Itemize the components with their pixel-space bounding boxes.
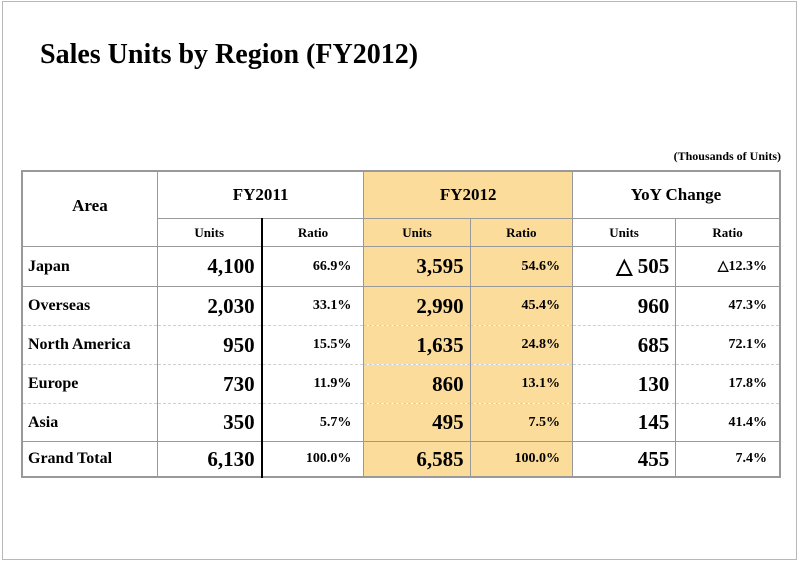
- fy2012-ratio-value: 13.1%: [469, 364, 573, 404]
- page-title: Sales Units by Region (FY2012): [40, 38, 419, 70]
- fy2012-units-value: 3,595: [363, 246, 471, 287]
- area-label: Grand Total: [21, 441, 158, 477]
- fy2011-units-value: 2,030: [156, 286, 263, 326]
- column-group-yoy-change: YoY Change: [571, 171, 781, 219]
- fy2012-ratio-value: 54.6%: [469, 246, 573, 287]
- yoy-units-value: 960: [571, 286, 677, 326]
- fy2011-units-value: 350: [156, 403, 263, 442]
- fy2011-units-value: 950: [156, 325, 263, 365]
- fy2012-units-value: 2,990: [363, 286, 471, 326]
- subheader-yoy-ratio: Ratio: [675, 218, 781, 247]
- table-row-overseas: Overseas 2,030 33.1% 2,990 45.4% 960 47.…: [21, 286, 781, 326]
- fy2012-ratio-value: 100.0%: [469, 441, 573, 477]
- header-sub-row: Units Ratio Units Ratio Units Ratio: [22, 218, 781, 247]
- table-row-japan: Japan 4,100 66.9% 3,595 54.6% △ 505 △12.…: [21, 246, 781, 287]
- fy2011-ratio-value: 66.9%: [261, 246, 365, 287]
- yoy-ratio-value: 41.4%: [675, 403, 781, 442]
- fy2012-units-value: 495: [363, 403, 471, 442]
- fy2011-ratio-value: 15.5%: [261, 325, 365, 365]
- yoy-units-value: 685: [571, 325, 677, 365]
- sales-units-table: Area FY2011 FY2012 YoY Change Units Rati…: [21, 170, 781, 478]
- yoy-units-value: 455: [571, 441, 677, 477]
- table-row-asia: Asia 350 5.7% 495 7.5% 145 41.4%: [21, 403, 781, 442]
- yoy-ratio-value: 17.8%: [675, 364, 781, 404]
- yoy-ratio-value: △12.3%: [675, 246, 781, 287]
- column-group-fy2011: FY2011: [156, 171, 365, 219]
- fy2011-ratio-value: 5.7%: [261, 403, 365, 442]
- area-label: Japan: [21, 246, 158, 287]
- table-row-europe: Europe 730 11.9% 860 13.1% 130 17.8%: [21, 364, 781, 404]
- units-note: (Thousands of Units): [673, 149, 781, 163]
- yoy-units-value: 145: [571, 403, 677, 442]
- subheader-fy2012-units: Units: [363, 218, 471, 247]
- fy2011-units-value: 730: [156, 364, 263, 404]
- subheader-fy2011-units: Units: [156, 218, 263, 247]
- table-row-grand-total: Grand Total 6,130 100.0% 6,585 100.0% 45…: [21, 441, 781, 477]
- fy2011-units-value: 4,100: [156, 246, 263, 287]
- table-row-north-america: North America 950 15.5% 1,635 24.8% 685 …: [21, 325, 781, 365]
- area-label: Europe: [21, 364, 158, 404]
- fy2012-units-value: 860: [363, 364, 471, 404]
- fy2012-ratio-value: 7.5%: [469, 403, 573, 442]
- fy2011-ratio-value: 33.1%: [261, 286, 365, 326]
- yoy-ratio-value: 47.3%: [675, 286, 781, 326]
- fy2011-ratio-value: 100.0%: [261, 441, 365, 477]
- area-label: Overseas: [21, 286, 158, 326]
- yoy-units-value: △ 505: [571, 246, 677, 287]
- subheader-fy2011-ratio: Ratio: [261, 218, 365, 247]
- yoy-ratio-value: 7.4%: [675, 441, 781, 477]
- fy2012-ratio-value: 45.4%: [469, 286, 573, 326]
- fy2012-ratio-value: 24.8%: [469, 325, 573, 365]
- subheader-yoy-units: Units: [571, 218, 677, 247]
- column-header-area: Area: [21, 171, 158, 247]
- area-label: North America: [21, 325, 158, 365]
- fy2012-units-value: 1,635: [363, 325, 471, 365]
- header-group-row: Area FY2011 FY2012 YoY Change: [21, 171, 781, 247]
- fy2011-ratio-value: 11.9%: [261, 364, 365, 404]
- yoy-units-value: 130: [571, 364, 677, 404]
- column-group-fy2012: FY2012: [363, 171, 573, 219]
- area-label: Asia: [21, 403, 158, 442]
- subheader-fy2012-ratio: Ratio: [469, 218, 573, 247]
- fy2012-units-value: 6,585: [363, 441, 471, 477]
- fy2011-units-value: 6,130: [156, 441, 263, 477]
- yoy-ratio-value: 72.1%: [675, 325, 781, 365]
